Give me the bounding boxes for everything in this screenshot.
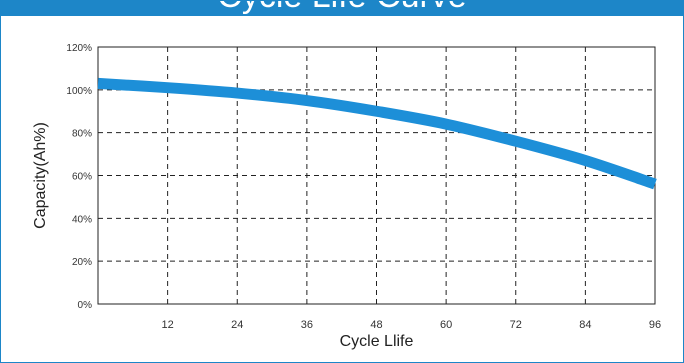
x-tick-label: 36 [301,319,313,331]
series-layer [97,77,657,190]
y-tick-label: 0% [78,300,93,311]
y-tick-label: 60% [72,172,92,183]
y-tick-label: 20% [72,257,92,268]
x-tick-labels: 12 24 36 48 60 72 84 96 [162,319,662,331]
capacity-curve [97,77,657,190]
y-tick-labels: 0% 20% 40% 60% 80% 100% 120% [66,43,92,311]
y-tick-label: 120% [66,43,92,54]
y-tick-label: 80% [72,129,92,140]
title-bar: Cycle Life Curve [1,1,683,16]
x-tick-label: 96 [649,319,661,331]
y-tick-label: 40% [72,214,92,225]
y-axis-label: Capacity(Ah%) [32,122,49,229]
plot-area [97,46,656,305]
x-axis-label: Cycle Llife [340,333,414,350]
y-tick-label: 100% [66,86,92,97]
x-tick-label: 12 [162,319,174,331]
x-tick-label: 60 [440,319,452,331]
grid [98,47,655,304]
chart-heading: Cycle Life Curve [1,1,683,13]
x-tick-label: 24 [231,319,243,331]
x-tick-label: 84 [579,319,591,331]
x-tick-label: 48 [370,319,382,331]
x-tick-label: 72 [510,319,522,331]
